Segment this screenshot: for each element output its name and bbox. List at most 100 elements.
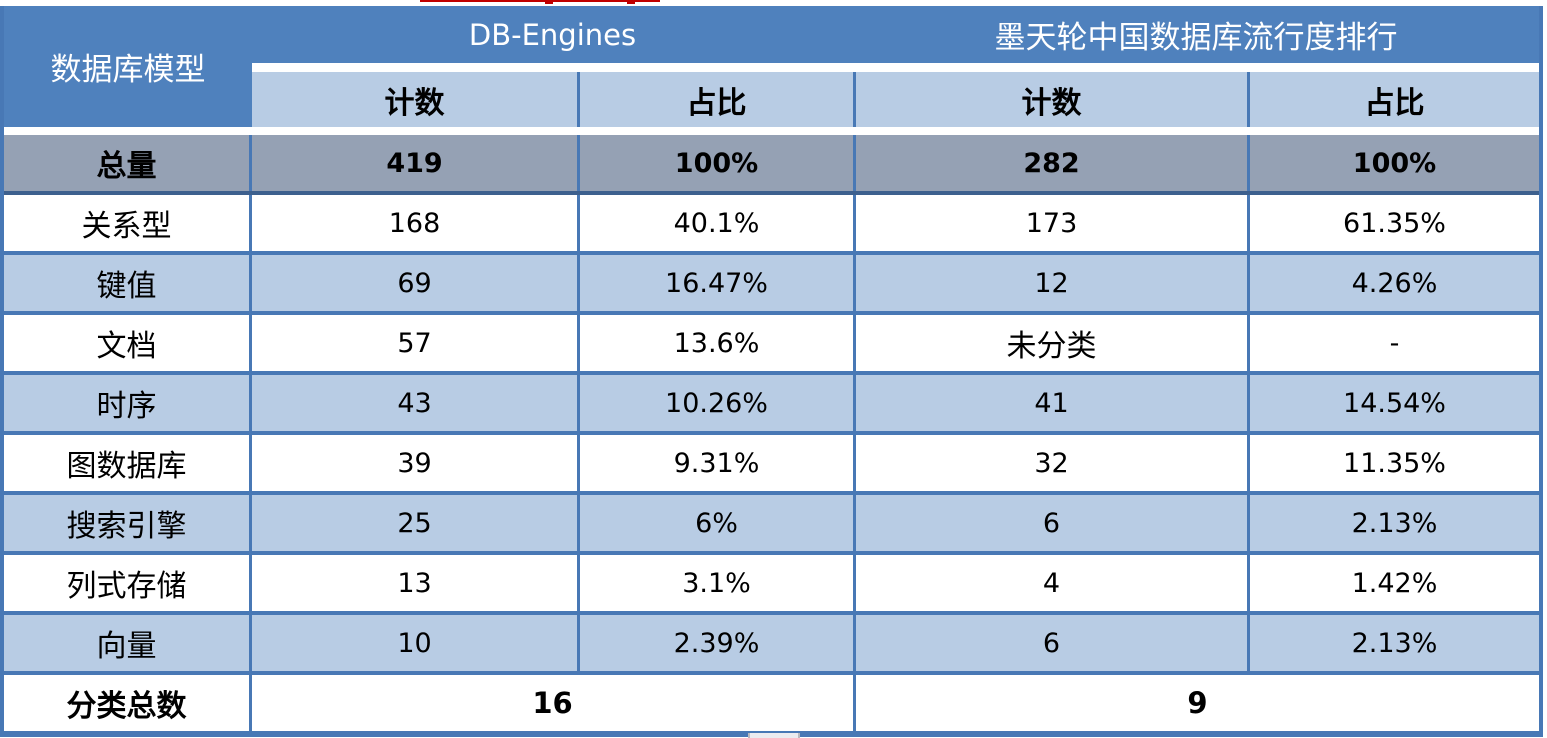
column-divider [577,255,580,311]
column-divider [577,435,580,491]
column-divider [249,435,252,491]
row-label: 向量 [4,615,249,671]
column-divider [853,675,856,731]
cell-mt-category-total: 9 [856,675,1539,731]
row-divider [4,311,1539,315]
cell-db-count: 10 [252,615,577,671]
column-divider [249,375,252,431]
column-divider [853,72,856,127]
cell-mt-pct: 4.26% [1250,255,1539,311]
group-header-db-engines: DB-Engines [468,17,637,52]
cell-db-pct: 3.1% [580,555,853,611]
column-divider [853,315,856,371]
cell-db-pct: 100% [580,135,853,191]
column-divider [1247,72,1250,127]
row-divider [4,671,1539,675]
column-divider [577,195,580,251]
cell-mt-count: 12 [856,255,1247,311]
column-divider [1247,435,1250,491]
cell-mt-pct: 2.13% [1250,495,1539,551]
cell-db-count: 25 [252,495,577,551]
column-divider [249,255,252,311]
subheader-row: 计数 占比 计数 占比 [252,72,1539,127]
column-divider [577,72,580,127]
row-label: 关系型 [4,195,249,251]
column-divider [577,615,580,671]
database-comparison-table: 数据库模型 DB-Engines 墨天轮中国数据库流行度排行 计数 占比 计数 … [0,6,1543,737]
table-row: 图数据库 39 9.31% 32 11.35% [4,435,1539,491]
column-divider [853,555,856,611]
table-row-category-totals: 分类总数 16 9 [4,675,1539,731]
table-row: 时序 43 10.26% 41 14.54% [4,375,1539,431]
column-divider [853,375,856,431]
cell-db-pct: 16.47% [580,255,853,311]
cell-mt-pct: 61.35% [1250,195,1539,251]
cell-db-count: 13 [252,555,577,611]
subheader-db-pct: 占比 [580,72,853,127]
table-row: 关系型 168 40.1% 173 61.35% [4,195,1539,251]
row-label: 总量 [4,135,249,191]
cell-mt-pct: 11.35% [1250,435,1539,491]
cell-mt-count: 4 [856,555,1247,611]
cutoff-red-mark [627,0,635,4]
column-divider [853,195,856,251]
column-divider [249,675,252,731]
cell-mt-count: 6 [856,495,1247,551]
cell-mt-count: 41 [856,375,1247,431]
cell-mt-pct: 100% [1250,135,1539,191]
column-divider [249,315,252,371]
column-divider [1247,135,1250,191]
cell-db-count: 57 [252,315,577,371]
header-body-gap [4,127,1539,135]
column-divider [1247,375,1250,431]
cell-db-count: 69 [252,255,577,311]
subheader-mt-pct: 占比 [1250,72,1539,127]
cell-db-pct: 9.31% [580,435,853,491]
cell-mt-count: 173 [856,195,1247,251]
subheader-mt-count: 计数 [856,72,1247,127]
row-divider [4,551,1539,555]
table-row: 向量 10 2.39% 6 2.13% [4,615,1539,671]
table-row: 搜索引擎 25 6% 6 2.13% [4,495,1539,551]
cell-db-category-total: 16 [252,675,853,731]
cell-db-count: 43 [252,375,577,431]
column-divider [577,375,580,431]
cell-db-pct: 40.1% [580,195,853,251]
cell-mt-count: 6 [856,615,1247,671]
row-divider [4,251,1539,255]
column-divider [577,315,580,371]
column-divider [1247,615,1250,671]
row-label: 分类总数 [4,675,249,731]
column-divider [577,555,580,611]
column-divider [249,195,252,251]
cell-mt-pct: 14.54% [1250,375,1539,431]
column-divider [577,495,580,551]
cell-mt-pct: - [1250,315,1539,371]
row-divider [4,191,1539,195]
cell-db-count: 419 [252,135,577,191]
group-header-row: DB-Engines 墨天轮中国数据库流行度排行 [252,6,1539,63]
row-divider [4,611,1539,615]
column-divider [853,135,856,191]
column-divider [1247,195,1250,251]
cell-db-pct: 13.6% [580,315,853,371]
column-divider [1247,555,1250,611]
cell-db-pct: 10.26% [580,375,853,431]
scrollbar-thumb-fragment[interactable] [748,733,800,738]
row-label: 键值 [4,255,249,311]
column-divider [853,435,856,491]
column-divider [249,615,252,671]
cutoff-red-mark [545,0,553,4]
cell-mt-count: 未分类 [856,315,1247,371]
cell-mt-count: 32 [856,435,1247,491]
table-row: 文档 57 13.6% 未分类 - [4,315,1539,371]
table-row: 键值 69 16.47% 12 4.26% [4,255,1539,311]
column-divider [249,555,252,611]
cell-db-count: 168 [252,195,577,251]
column-divider [249,135,252,191]
column-divider [249,495,252,551]
group-header-motianlun: 墨天轮中国数据库流行度排行 [994,20,1398,55]
row-divider [4,371,1539,375]
row-label: 文档 [4,315,249,371]
